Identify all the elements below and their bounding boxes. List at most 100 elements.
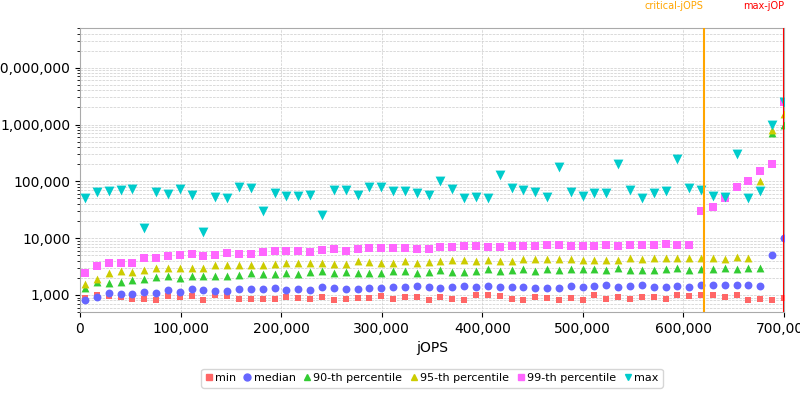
99-th percentile bbox=[174, 252, 186, 258]
99-th percentile bbox=[766, 161, 778, 168]
min bbox=[126, 296, 139, 303]
max bbox=[339, 187, 352, 193]
90-th percentile bbox=[256, 271, 269, 278]
99-th percentile bbox=[659, 241, 672, 248]
median bbox=[363, 285, 376, 292]
90-th percentile bbox=[174, 275, 186, 282]
max bbox=[126, 186, 139, 193]
99-th percentile bbox=[647, 242, 660, 248]
max bbox=[635, 194, 648, 201]
90-th percentile bbox=[102, 280, 115, 286]
90-th percentile bbox=[623, 266, 636, 273]
99-th percentile bbox=[505, 243, 518, 249]
median bbox=[766, 252, 778, 258]
median bbox=[375, 285, 388, 292]
median bbox=[315, 284, 328, 291]
99-th percentile bbox=[588, 243, 601, 250]
min bbox=[102, 293, 115, 300]
median bbox=[718, 282, 731, 288]
min bbox=[766, 297, 778, 303]
99-th percentile bbox=[398, 245, 411, 251]
min bbox=[150, 297, 162, 303]
90-th percentile bbox=[671, 265, 684, 272]
max bbox=[280, 193, 293, 199]
99-th percentile bbox=[363, 245, 376, 252]
max bbox=[174, 186, 186, 192]
min bbox=[529, 293, 542, 300]
min bbox=[256, 296, 269, 302]
min bbox=[694, 292, 707, 298]
99-th percentile bbox=[351, 246, 364, 253]
99-th percentile bbox=[186, 251, 198, 258]
median bbox=[683, 284, 696, 290]
median bbox=[245, 286, 258, 292]
99-th percentile bbox=[754, 168, 766, 174]
99-th percentile bbox=[671, 242, 684, 248]
median bbox=[742, 282, 755, 288]
median bbox=[197, 286, 210, 293]
95-th percentile bbox=[612, 256, 625, 263]
median bbox=[600, 282, 613, 288]
median bbox=[494, 284, 506, 290]
90-th percentile bbox=[386, 268, 399, 274]
90-th percentile bbox=[730, 266, 743, 272]
90-th percentile bbox=[78, 284, 91, 291]
max bbox=[588, 190, 601, 196]
min bbox=[671, 292, 684, 298]
90-th percentile bbox=[351, 270, 364, 276]
max bbox=[541, 194, 554, 200]
90-th percentile bbox=[162, 273, 174, 279]
90-th percentile bbox=[446, 268, 458, 275]
95-th percentile bbox=[410, 260, 423, 266]
95-th percentile bbox=[718, 256, 731, 262]
median bbox=[280, 287, 293, 293]
99-th percentile bbox=[778, 99, 790, 105]
90-th percentile bbox=[268, 270, 281, 277]
90-th percentile bbox=[600, 267, 613, 274]
min bbox=[564, 294, 577, 301]
95-th percentile bbox=[517, 256, 530, 263]
max bbox=[304, 192, 317, 198]
median bbox=[694, 282, 707, 288]
median bbox=[482, 283, 494, 290]
95-th percentile bbox=[233, 262, 246, 268]
90-th percentile bbox=[778, 121, 790, 128]
median bbox=[505, 284, 518, 290]
99-th percentile bbox=[730, 184, 743, 190]
95-th percentile bbox=[470, 258, 482, 264]
90-th percentile bbox=[186, 273, 198, 279]
min bbox=[138, 296, 150, 303]
95-th percentile bbox=[174, 264, 186, 271]
max bbox=[256, 208, 269, 214]
99-th percentile bbox=[233, 251, 246, 257]
99-th percentile bbox=[114, 260, 127, 266]
max bbox=[78, 194, 91, 201]
max bbox=[292, 193, 305, 199]
95-th percentile bbox=[623, 254, 636, 261]
90-th percentile bbox=[541, 266, 554, 272]
99-th percentile bbox=[694, 208, 707, 214]
min bbox=[553, 296, 566, 303]
95-th percentile bbox=[268, 260, 281, 267]
99-th percentile bbox=[304, 249, 317, 255]
95-th percentile bbox=[659, 255, 672, 262]
max bbox=[90, 188, 103, 195]
99-th percentile bbox=[482, 244, 494, 250]
99-th percentile bbox=[327, 246, 340, 252]
95-th percentile bbox=[529, 256, 542, 263]
95-th percentile bbox=[494, 258, 506, 264]
95-th percentile bbox=[138, 266, 150, 273]
99-th percentile bbox=[564, 243, 577, 249]
median bbox=[635, 282, 648, 288]
median bbox=[221, 288, 234, 295]
min bbox=[339, 296, 352, 302]
95-th percentile bbox=[351, 258, 364, 265]
99-th percentile bbox=[517, 243, 530, 249]
median bbox=[268, 285, 281, 292]
max bbox=[482, 194, 494, 201]
min bbox=[292, 295, 305, 301]
90-th percentile bbox=[209, 273, 222, 279]
90-th percentile bbox=[422, 268, 435, 275]
max bbox=[600, 190, 613, 196]
max bbox=[623, 187, 636, 194]
